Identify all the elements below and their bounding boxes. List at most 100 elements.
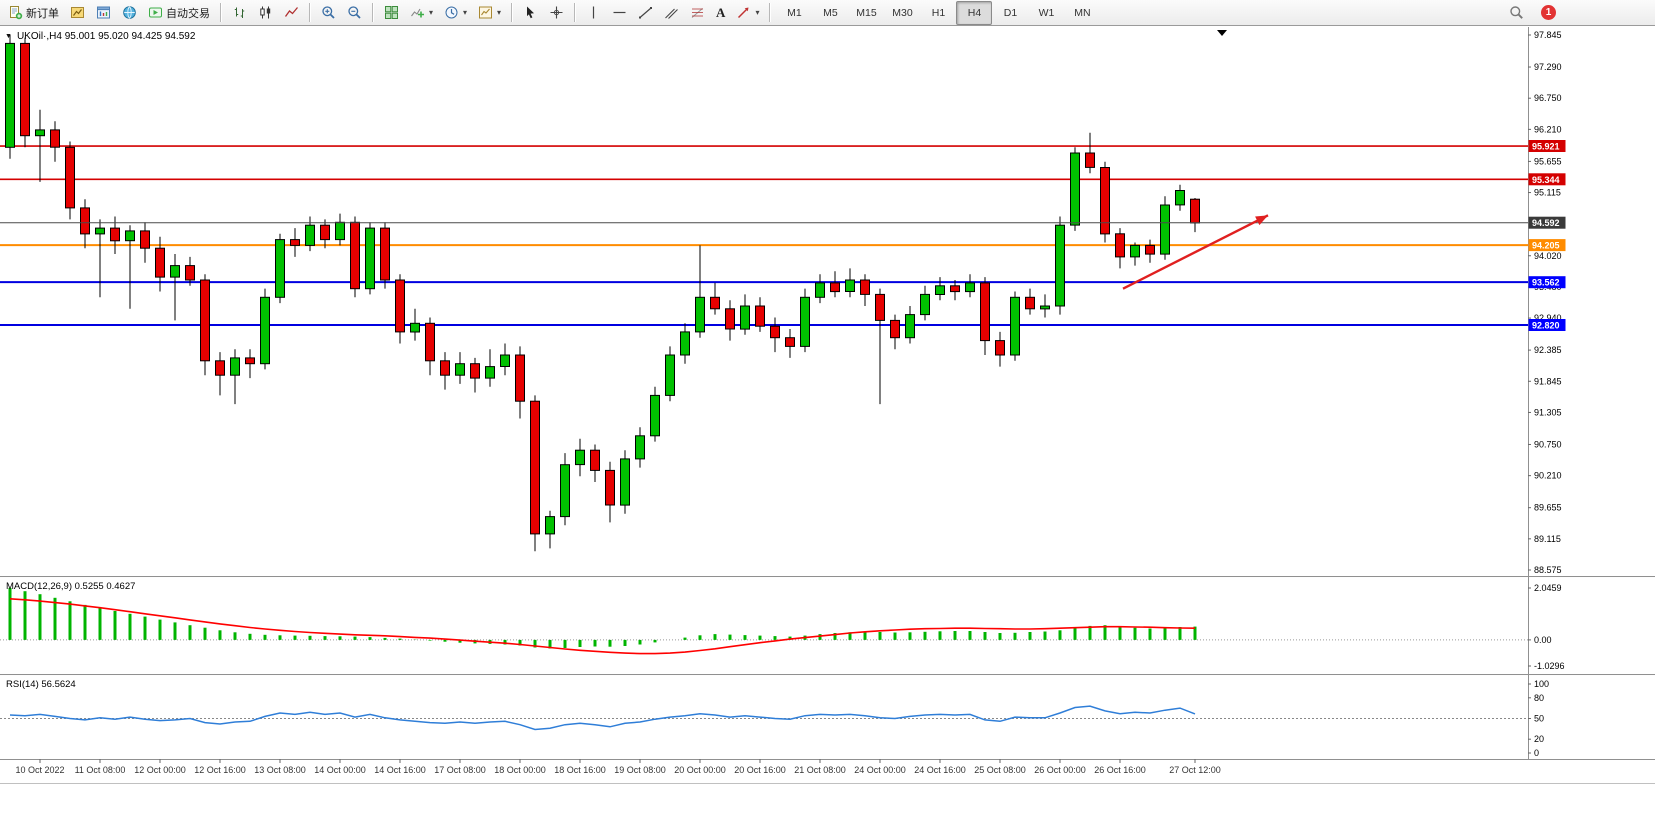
fibonacci-icon (691, 8, 704, 18)
candle (1115, 233, 1125, 258)
community-button[interactable] (117, 1, 142, 25)
candle (1055, 224, 1065, 307)
autotrading-icon (149, 7, 162, 18)
rsi-axis-label: 100 (1534, 679, 1549, 689)
candle (695, 296, 705, 333)
timeframe-H1[interactable]: H1 (931, 6, 946, 19)
community-icon (123, 6, 136, 19)
candle (575, 449, 585, 466)
timeframe-M30[interactable]: M30 (892, 6, 913, 19)
price-badge-93.562 (1528, 276, 1566, 289)
candle (770, 325, 780, 339)
line-chart-button[interactable] (279, 1, 304, 25)
candle (425, 322, 435, 362)
candle (1040, 305, 1050, 310)
candle (305, 224, 315, 246)
candle (1145, 244, 1155, 255)
fibonacci-tool-button[interactable] (685, 1, 710, 25)
timeframe-M1[interactable]: M1 (787, 6, 802, 19)
time-axis-label: 14 Oct 00:00 (314, 765, 366, 775)
timeframe-H4[interactable]: H4 (956, 0, 993, 25)
timeframe-M5[interactable]: M5 (823, 6, 838, 19)
bar-chart-button[interactable] (227, 1, 252, 25)
notification-badge[interactable]: 1 (1541, 5, 1556, 20)
search-button[interactable] (1504, 1, 1529, 25)
timeframe-M15[interactable]: M15 (856, 6, 877, 19)
candle (395, 279, 405, 333)
candle (1085, 152, 1095, 168)
candle (1010, 296, 1020, 356)
new-order-button[interactable]: 新订单 (3, 1, 64, 25)
price-badge-label: 93.562 (1532, 278, 1560, 288)
candle (530, 400, 540, 535)
trend-arrow-head (1255, 215, 1268, 226)
text-tool-button[interactable]: A (711, 1, 730, 25)
indicators-button[interactable]: ▾ (405, 1, 438, 25)
candle (815, 282, 825, 298)
chart-area: 97.845 97.290 96.750 96.210 95.655 95.115 94.0… (0, 27, 1655, 827)
data-window-button[interactable] (91, 1, 116, 25)
price-badge-label: 94.205 (1532, 241, 1560, 251)
trendline-tool-button[interactable] (633, 1, 658, 25)
candle (1100, 167, 1110, 235)
chevron-down-icon: ▾ (755, 8, 760, 17)
candle (470, 363, 480, 379)
tile-windows-button[interactable] (379, 1, 404, 25)
trend-arrow-line[interactable] (1122, 214, 1269, 290)
timeframe-group: M1 M5 M15 M30 H1 H4 D1 W1 MN (776, 0, 1100, 25)
crosshair-tool-button[interactable] (544, 1, 569, 25)
timeframe-D1[interactable]: D1 (1003, 6, 1018, 19)
indicators-icon (411, 8, 424, 18)
metaeditor-button[interactable] (65, 1, 90, 25)
templates-button[interactable]: ▾ (473, 1, 506, 25)
candlestick-chart-button[interactable] (253, 1, 278, 25)
price-badge-92.820 (1528, 319, 1566, 331)
chart-canvas[interactable]: 97.845 97.290 96.750 96.210 95.655 95.115 94.0… (0, 27, 1655, 797)
arrow-annotation-icon (738, 7, 749, 19)
candle (380, 227, 390, 281)
time-axis-label: 12 Oct 00:00 (134, 765, 186, 775)
zoom-out-button[interactable] (342, 1, 367, 25)
candle (740, 305, 750, 330)
time-axis-label: 18 Oct 16:00 (554, 765, 606, 775)
price-tick-label: 97.845 (1534, 30, 1562, 40)
rsi-line (9, 705, 1196, 731)
candle (605, 469, 615, 506)
periods-button[interactable]: ▾ (439, 1, 472, 25)
tile-windows-icon (385, 6, 398, 19)
price-tick-label: 95.115 (1534, 188, 1561, 198)
macd-signal-line (9, 598, 1196, 655)
candle (1070, 152, 1080, 226)
horizontal-line-tool-button[interactable] (607, 1, 632, 25)
rsi-axis-label: 20 (1534, 734, 1544, 744)
autotrading-button[interactable]: 自动交易 (143, 1, 215, 25)
arrows-tool-button[interactable]: ▾ (731, 1, 764, 25)
rsi-axis-label: 0 (1534, 748, 1539, 758)
candle (920, 293, 930, 316)
templates-icon (479, 6, 493, 19)
vertical-line-tool-button[interactable] (581, 1, 606, 25)
candle (515, 354, 525, 402)
price-tick-label: 90.210 (1534, 471, 1562, 481)
candle (185, 265, 195, 281)
rsi-axis-label: 80 (1534, 693, 1544, 703)
candle (590, 449, 600, 471)
channel-tool-button[interactable] (659, 1, 684, 25)
candle (410, 322, 420, 333)
candles-layer (5, 34, 1200, 552)
candle (1130, 244, 1140, 258)
candle (35, 129, 45, 137)
toolbar-separator (769, 3, 772, 22)
candle (1190, 198, 1200, 224)
timeframe-W1[interactable]: W1 (1038, 6, 1055, 19)
cursor-tool-button[interactable] (518, 1, 543, 25)
chart-shift-marker[interactable] (1217, 30, 1227, 36)
text-tool-icon: A (716, 5, 726, 20)
candle (620, 458, 630, 506)
timeframe-MN[interactable]: MN (1074, 6, 1091, 19)
price-badge-95.921 (1528, 140, 1566, 152)
zoom-in-button[interactable] (316, 1, 341, 25)
one-click-trading-arrow[interactable]: ▼ (5, 33, 12, 40)
candle (335, 221, 345, 241)
new-order-label: 新订单 (26, 7, 59, 20)
